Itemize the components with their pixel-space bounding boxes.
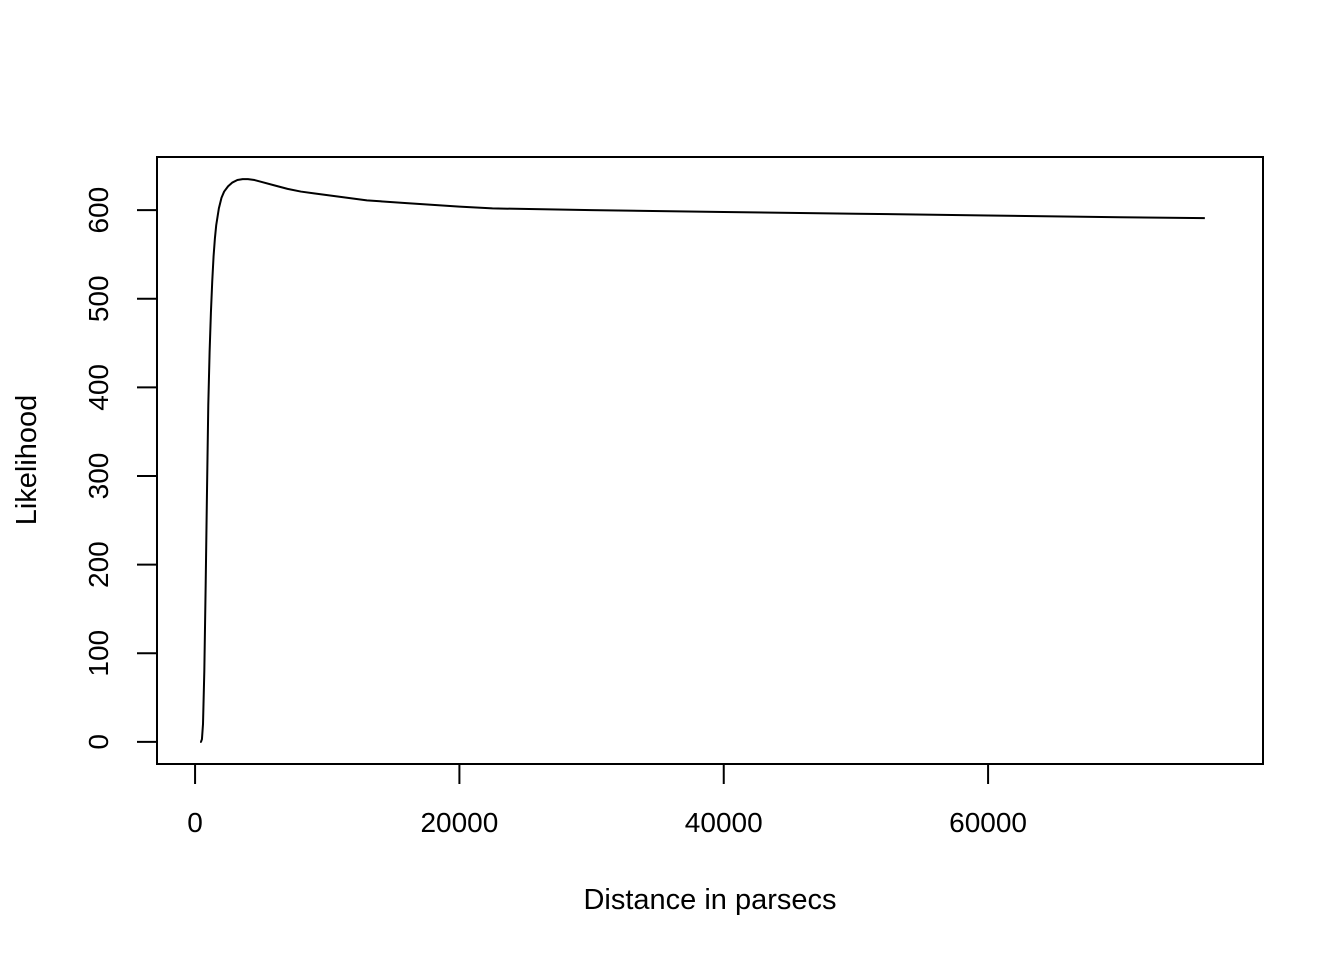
y-tick-label: 600 xyxy=(83,187,114,234)
x-tick-label: 60000 xyxy=(949,807,1027,838)
y-tick-label: 300 xyxy=(83,453,114,500)
x-tick-label: 20000 xyxy=(420,807,498,838)
x-tick-label: 40000 xyxy=(685,807,763,838)
y-tick-label: 200 xyxy=(83,541,114,588)
y-tick-label: 500 xyxy=(83,275,114,322)
likelihood-curve xyxy=(200,178,1205,743)
y-tick-label: 100 xyxy=(83,630,114,677)
y-tick-label: 0 xyxy=(83,734,114,750)
x-axis-title: Distance in parsecs xyxy=(583,884,836,916)
y-axis-title: Likelihood xyxy=(11,395,43,526)
x-tick-label: 0 xyxy=(187,807,203,838)
y-axis: 0 100 200 300 400 500 600 xyxy=(83,187,158,750)
y-tick-label: 400 xyxy=(83,364,114,411)
x-axis: 0 20000 40000 60000 xyxy=(187,763,1027,838)
plot-frame xyxy=(156,156,1264,765)
